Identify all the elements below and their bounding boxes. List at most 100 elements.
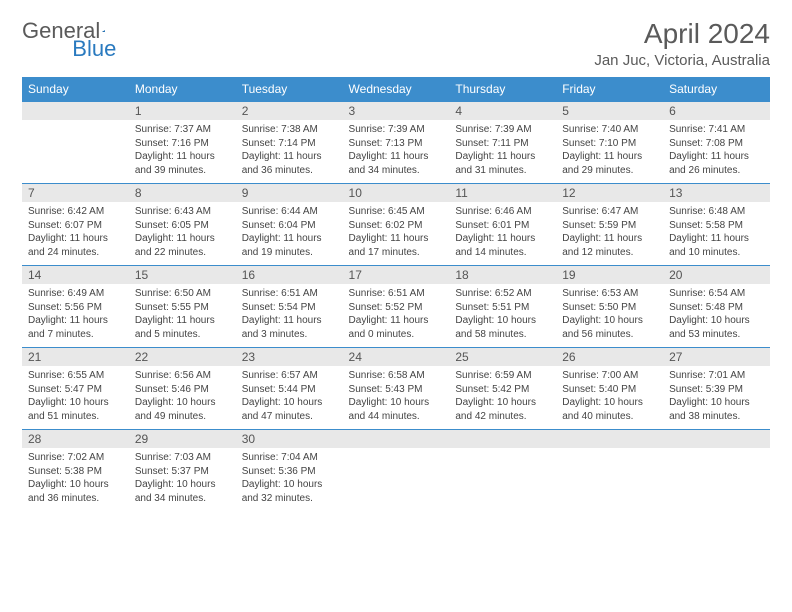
day-content	[663, 448, 770, 455]
title-block: April 2024 Jan Juc, Victoria, Australia	[594, 18, 770, 69]
day-line: Sunrise: 6:55 AM	[28, 369, 123, 383]
day-line: Sunset: 6:01 PM	[455, 219, 550, 233]
day-line: Daylight: 11 hours and 12 minutes.	[562, 232, 657, 259]
day-number	[556, 430, 663, 448]
day-line: Daylight: 11 hours and 17 minutes.	[349, 232, 444, 259]
calendar-cell: 3Sunrise: 7:39 AMSunset: 7:13 PMDaylight…	[343, 102, 450, 184]
calendar-cell: 2Sunrise: 7:38 AMSunset: 7:14 PMDaylight…	[236, 102, 343, 184]
day-line: Daylight: 11 hours and 34 minutes.	[349, 150, 444, 177]
day-number: 29	[129, 430, 236, 448]
calendar-week-row: 21Sunrise: 6:55 AMSunset: 5:47 PMDayligh…	[22, 348, 770, 430]
day-content: Sunrise: 6:55 AMSunset: 5:47 PMDaylight:…	[22, 366, 129, 427]
day-number: 20	[663, 266, 770, 284]
day-number: 26	[556, 348, 663, 366]
day-line: Sunset: 5:47 PM	[28, 383, 123, 397]
location: Jan Juc, Victoria, Australia	[594, 52, 770, 69]
day-content: Sunrise: 7:04 AMSunset: 5:36 PMDaylight:…	[236, 448, 343, 509]
day-line: Daylight: 11 hours and 19 minutes.	[242, 232, 337, 259]
calendar-cell: 13Sunrise: 6:48 AMSunset: 5:58 PMDayligh…	[663, 184, 770, 266]
day-line: Sunset: 6:05 PM	[135, 219, 230, 233]
calendar-table: SundayMondayTuesdayWednesdayThursdayFrid…	[22, 77, 770, 512]
day-number	[449, 430, 556, 448]
day-line: Sunset: 5:42 PM	[455, 383, 550, 397]
day-line: Sunrise: 6:51 AM	[349, 287, 444, 301]
calendar-cell: 11Sunrise: 6:46 AMSunset: 6:01 PMDayligh…	[449, 184, 556, 266]
calendar-cell: 22Sunrise: 6:56 AMSunset: 5:46 PMDayligh…	[129, 348, 236, 430]
day-line: Sunrise: 6:57 AM	[242, 369, 337, 383]
calendar-cell: 23Sunrise: 6:57 AMSunset: 5:44 PMDayligh…	[236, 348, 343, 430]
day-line: Daylight: 10 hours and 34 minutes.	[135, 478, 230, 505]
day-content: Sunrise: 7:02 AMSunset: 5:38 PMDaylight:…	[22, 448, 129, 509]
day-content: Sunrise: 6:46 AMSunset: 6:01 PMDaylight:…	[449, 202, 556, 263]
day-content	[556, 448, 663, 455]
weekday-header: Monday	[129, 77, 236, 102]
header: General Blue April 2024 Jan Juc, Victori…	[22, 18, 770, 69]
day-line: Daylight: 11 hours and 22 minutes.	[135, 232, 230, 259]
day-number	[663, 430, 770, 448]
day-line: Sunrise: 6:52 AM	[455, 287, 550, 301]
day-line: Daylight: 11 hours and 7 minutes.	[28, 314, 123, 341]
day-line: Sunrise: 7:39 AM	[455, 123, 550, 137]
calendar-cell: 26Sunrise: 7:00 AMSunset: 5:40 PMDayligh…	[556, 348, 663, 430]
day-line: Sunset: 5:48 PM	[669, 301, 764, 315]
day-line: Daylight: 10 hours and 47 minutes.	[242, 396, 337, 423]
day-line: Sunrise: 6:54 AM	[669, 287, 764, 301]
day-number: 9	[236, 184, 343, 202]
day-content: Sunrise: 6:51 AMSunset: 5:54 PMDaylight:…	[236, 284, 343, 345]
day-line: Daylight: 11 hours and 31 minutes.	[455, 150, 550, 177]
day-line: Sunset: 7:10 PM	[562, 137, 657, 151]
day-line: Sunrise: 6:46 AM	[455, 205, 550, 219]
day-line: Daylight: 11 hours and 10 minutes.	[669, 232, 764, 259]
calendar-cell: 14Sunrise: 6:49 AMSunset: 5:56 PMDayligh…	[22, 266, 129, 348]
day-line: Sunrise: 6:56 AM	[135, 369, 230, 383]
day-number: 16	[236, 266, 343, 284]
day-line: Sunset: 5:37 PM	[135, 465, 230, 479]
day-line: Sunrise: 7:41 AM	[669, 123, 764, 137]
day-number: 3	[343, 102, 450, 120]
day-content: Sunrise: 7:40 AMSunset: 7:10 PMDaylight:…	[556, 120, 663, 181]
calendar-cell	[556, 430, 663, 512]
day-line: Sunrise: 6:48 AM	[669, 205, 764, 219]
day-line: Sunset: 5:55 PM	[135, 301, 230, 315]
day-line: Sunset: 6:02 PM	[349, 219, 444, 233]
day-line: Daylight: 11 hours and 39 minutes.	[135, 150, 230, 177]
day-number: 17	[343, 266, 450, 284]
day-line: Sunset: 7:16 PM	[135, 137, 230, 151]
day-line: Sunset: 6:07 PM	[28, 219, 123, 233]
day-number: 14	[22, 266, 129, 284]
weekday-header: Sunday	[22, 77, 129, 102]
day-line: Daylight: 11 hours and 14 minutes.	[455, 232, 550, 259]
day-line: Sunset: 5:46 PM	[135, 383, 230, 397]
day-line: Sunset: 7:13 PM	[349, 137, 444, 151]
day-line: Sunset: 5:43 PM	[349, 383, 444, 397]
calendar-cell: 8Sunrise: 6:43 AMSunset: 6:05 PMDaylight…	[129, 184, 236, 266]
day-content: Sunrise: 6:47 AMSunset: 5:59 PMDaylight:…	[556, 202, 663, 263]
day-number: 23	[236, 348, 343, 366]
day-content: Sunrise: 7:01 AMSunset: 5:39 PMDaylight:…	[663, 366, 770, 427]
calendar-cell: 25Sunrise: 6:59 AMSunset: 5:42 PMDayligh…	[449, 348, 556, 430]
day-line: Sunrise: 6:45 AM	[349, 205, 444, 219]
calendar-cell: 20Sunrise: 6:54 AMSunset: 5:48 PMDayligh…	[663, 266, 770, 348]
calendar-cell: 24Sunrise: 6:58 AMSunset: 5:43 PMDayligh…	[343, 348, 450, 430]
day-line: Daylight: 10 hours and 40 minutes.	[562, 396, 657, 423]
day-line: Sunset: 6:04 PM	[242, 219, 337, 233]
day-line: Sunset: 5:40 PM	[562, 383, 657, 397]
day-number: 25	[449, 348, 556, 366]
calendar-cell: 18Sunrise: 6:52 AMSunset: 5:51 PMDayligh…	[449, 266, 556, 348]
day-line: Sunrise: 6:51 AM	[242, 287, 337, 301]
month-title: April 2024	[594, 18, 770, 50]
calendar-cell: 4Sunrise: 7:39 AMSunset: 7:11 PMDaylight…	[449, 102, 556, 184]
day-number: 11	[449, 184, 556, 202]
day-line: Sunrise: 6:42 AM	[28, 205, 123, 219]
day-content: Sunrise: 6:45 AMSunset: 6:02 PMDaylight:…	[343, 202, 450, 263]
day-line: Sunrise: 6:47 AM	[562, 205, 657, 219]
day-content: Sunrise: 7:00 AMSunset: 5:40 PMDaylight:…	[556, 366, 663, 427]
calendar-cell: 28Sunrise: 7:02 AMSunset: 5:38 PMDayligh…	[22, 430, 129, 512]
day-number: 7	[22, 184, 129, 202]
day-line: Sunrise: 7:03 AM	[135, 451, 230, 465]
day-content: Sunrise: 7:38 AMSunset: 7:14 PMDaylight:…	[236, 120, 343, 181]
day-line: Daylight: 10 hours and 51 minutes.	[28, 396, 123, 423]
day-content	[449, 448, 556, 455]
day-line: Sunset: 5:59 PM	[562, 219, 657, 233]
day-line: Sunrise: 6:58 AM	[349, 369, 444, 383]
